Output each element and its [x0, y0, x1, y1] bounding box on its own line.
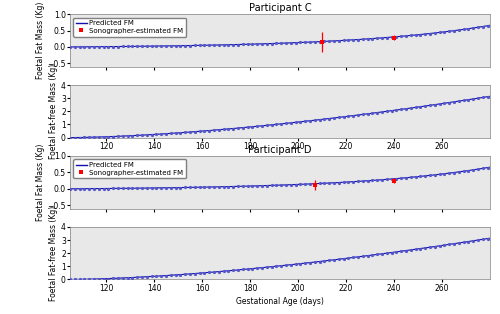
Y-axis label: Foetal Fat-free Mass (Kg): Foetal Fat-free Mass (Kg) [49, 64, 58, 159]
Title: Participant C: Participant C [248, 3, 312, 14]
Title: Participant D: Participant D [248, 145, 312, 155]
Legend: Predicted FM, Sonographer-estimated FM: Predicted FM, Sonographer-estimated FM [74, 160, 186, 178]
Y-axis label: Foetal Fat Mass (Kg): Foetal Fat Mass (Kg) [36, 143, 44, 221]
X-axis label: Gestational Age (days): Gestational Age (days) [236, 297, 324, 306]
Y-axis label: Foetal Fat-free Mass (Kg): Foetal Fat-free Mass (Kg) [49, 206, 58, 301]
Legend: Predicted FM, Sonographer-estimated FM: Predicted FM, Sonographer-estimated FM [74, 18, 186, 36]
Y-axis label: Foetal Fat Mass (Kg): Foetal Fat Mass (Kg) [36, 2, 44, 79]
